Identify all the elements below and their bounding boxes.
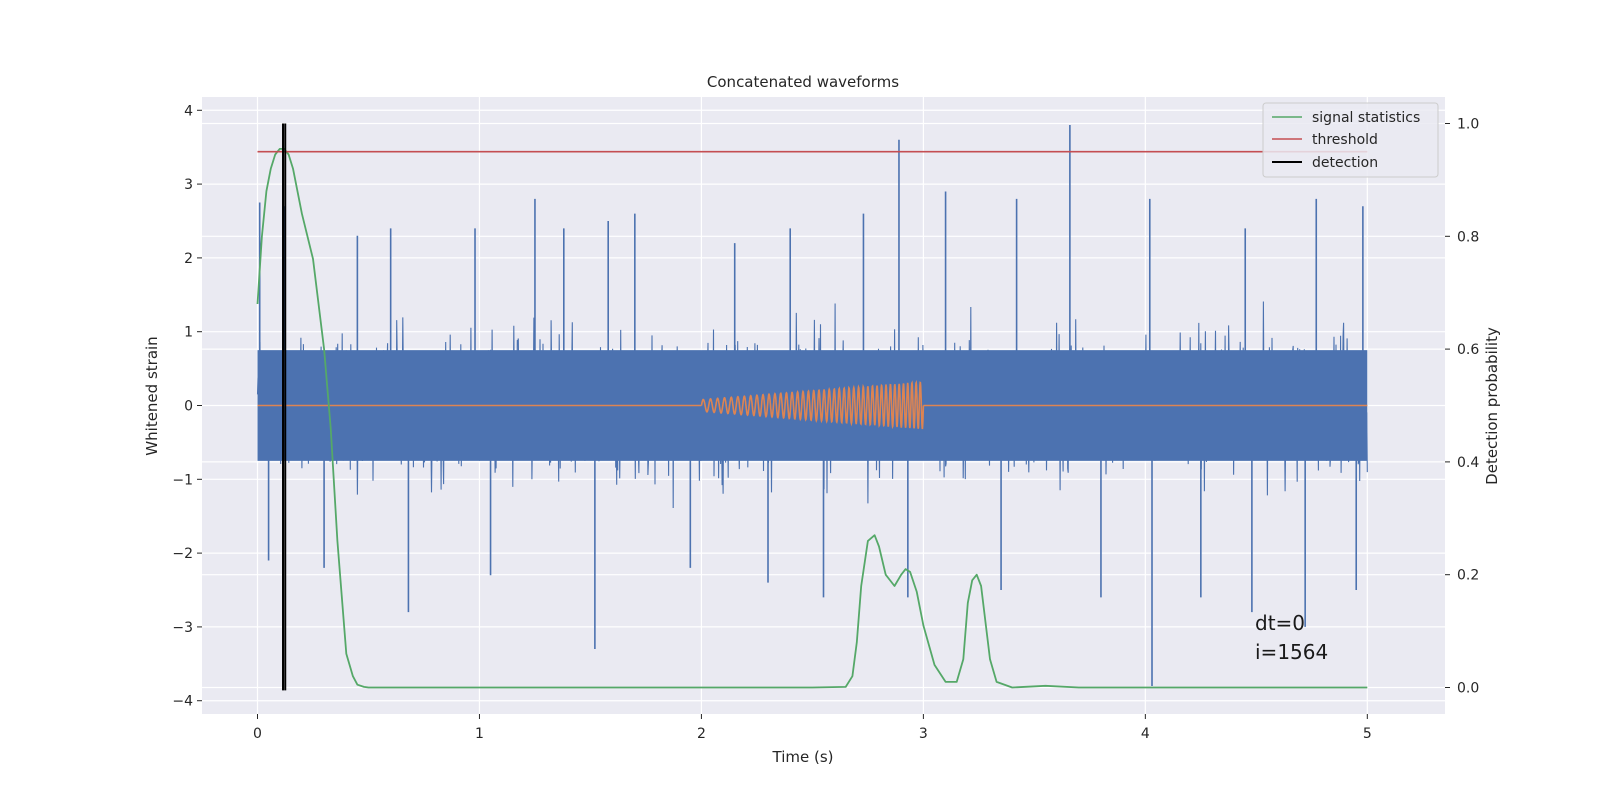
legend-label-statistics: signal statistics (1312, 110, 1420, 126)
y2-tick-label: 0.6 (1457, 342, 1479, 358)
y-tick-label: −3 (172, 620, 193, 636)
x-tick-label: 3 (919, 726, 928, 742)
x-axis-label: Time (s) (772, 748, 834, 766)
detection-layer (282, 123, 287, 691)
y-tick-label: −1 (172, 472, 193, 488)
statistics-line (256, 148, 1368, 689)
x-tick-label: 5 (1363, 726, 1372, 742)
x-tick-label: 0 (253, 726, 262, 742)
x-tick-label: 2 (697, 726, 706, 742)
y-tick-label: 1 (184, 325, 193, 341)
y-tick-label: 3 (184, 177, 193, 193)
chart-title: Concatenated waveforms (707, 73, 899, 91)
y-tick-label: 0 (184, 399, 193, 415)
y-tick-label: −2 (172, 546, 193, 562)
y-tick-label: −4 (172, 694, 193, 710)
y2-tick-label: 0.8 (1457, 229, 1479, 245)
legend-label-threshold: threshold (1312, 132, 1378, 148)
ticks-layer: 0 1 2 3 4 5 −4 −3 −2 −1 0 1 2 3 4 0.0 0.2 0.4 0.6 0.8 1.0 (172, 103, 1479, 742)
y2-tick-label: 0.4 (1457, 455, 1479, 471)
statistics-layer (256, 148, 1368, 689)
y2-axis-label: Detection probability (1483, 327, 1501, 485)
y2-tick-label: 1.0 (1457, 117, 1479, 133)
x-tick-label: 4 (1141, 726, 1150, 742)
y-axis-label: Whitened strain (143, 336, 161, 455)
chirp-layer (257, 379, 1368, 430)
y2-tick-label: 0.2 (1457, 568, 1479, 584)
annotation-dt: dt=0 (1255, 611, 1305, 635)
legend: signal statistics threshold detection (1262, 102, 1439, 178)
y-tick-label: 2 (184, 251, 193, 267)
chirp-trace (257, 379, 1368, 430)
legend-box (1262, 102, 1439, 178)
legend-label-detection: detection (1312, 155, 1378, 171)
x-tick-label: 1 (475, 726, 484, 742)
y-tick-label: 4 (184, 103, 193, 119)
y2-tick-label: 0.0 (1457, 680, 1479, 696)
annotation-index: i=1564 (1255, 640, 1328, 664)
